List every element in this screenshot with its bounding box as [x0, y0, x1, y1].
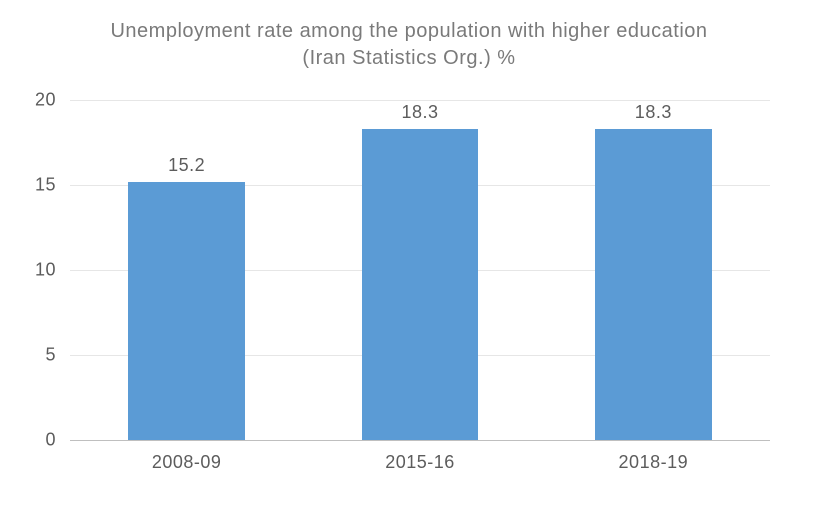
unemployment-chart: Unemployment rate among the population w… — [0, 0, 818, 512]
gridline — [70, 100, 770, 101]
y-axis-tick: 20 — [35, 90, 56, 111]
chart-title-line2: (Iran Statistics Org.) % — [302, 47, 515, 69]
data-label: 18.3 — [635, 102, 672, 129]
gridline — [70, 440, 770, 441]
data-label: 15.2 — [168, 155, 205, 182]
x-axis-tick: 2018-19 — [619, 452, 689, 473]
bar — [128, 182, 245, 440]
bar — [362, 129, 479, 440]
bar — [595, 129, 712, 440]
plot-canvas: 0510152015.22008-0918.32015-1618.32018-1… — [70, 100, 770, 440]
chart-title-line1: Unemployment rate among the population w… — [110, 20, 707, 42]
y-axis-tick: 5 — [45, 345, 56, 366]
y-axis-tick: 0 — [45, 430, 56, 451]
x-axis-tick: 2015-16 — [385, 452, 455, 473]
y-axis-tick: 15 — [35, 175, 56, 196]
x-axis-tick: 2008-09 — [152, 452, 222, 473]
chart-title: Unemployment rate among the population w… — [0, 0, 818, 72]
y-axis-tick: 10 — [35, 260, 56, 281]
data-label: 18.3 — [401, 102, 438, 129]
plot-area: 0510152015.22008-0918.32015-1618.32018-1… — [70, 100, 770, 440]
